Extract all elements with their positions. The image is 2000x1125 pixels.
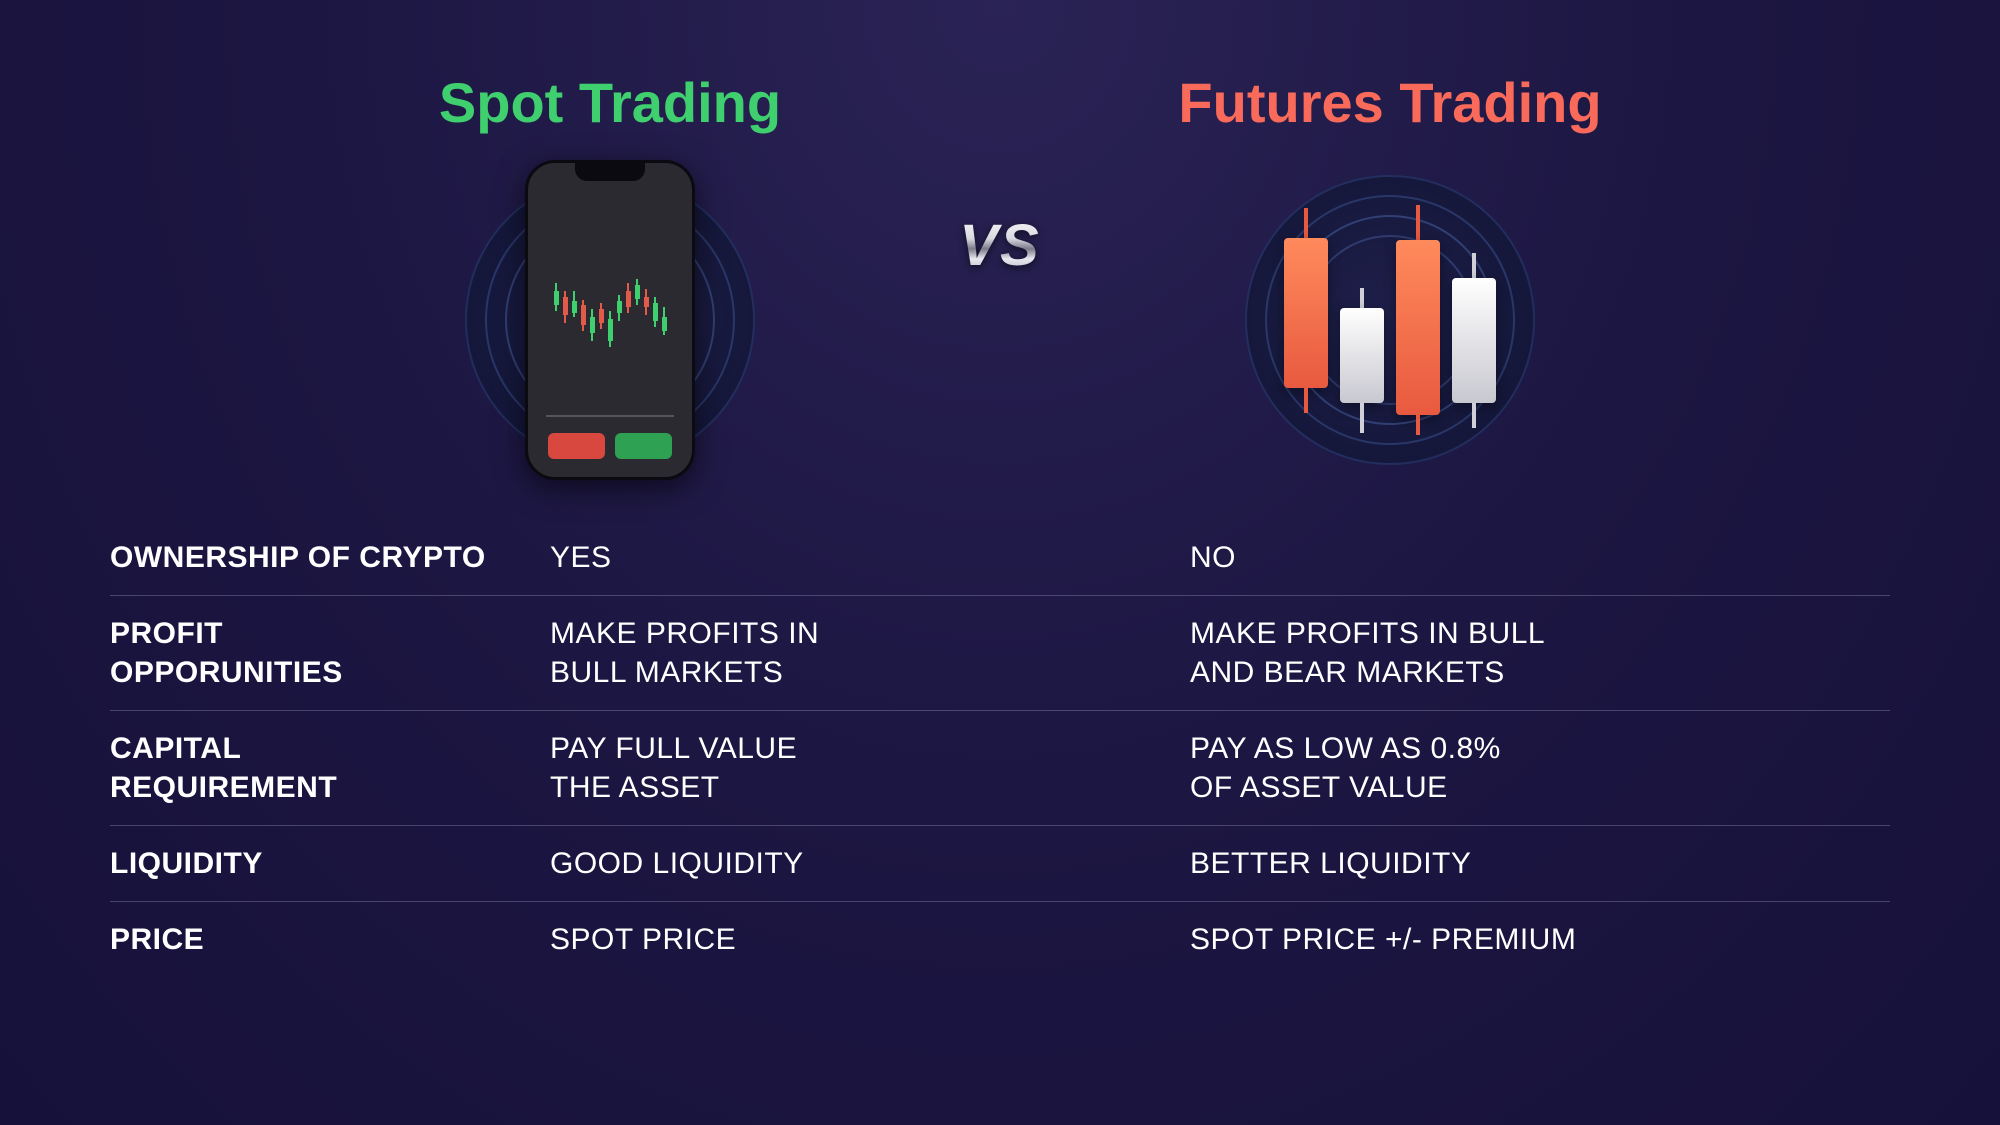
table-row: LIQUIDITYGOOD LIQUIDITYBETTER LIQUIDITY [110,826,1890,902]
futures-title: Futures Trading [1140,70,1640,135]
vs-label: VS [959,212,1040,279]
row-label: CAPITALREQUIREMENT [110,729,550,807]
candlestick-icon [1260,180,1520,460]
buy-button-icon [615,433,672,459]
comparison-table: OWNERSHIP OF CRYPTOYESNOPROFITOPPORUNITI… [110,520,1890,977]
futures-value: SPOT PRICE +/- PREMIUM [1190,920,1830,959]
left-column-header: Spot Trading [360,70,860,470]
sell-button-icon [548,433,605,459]
spot-value: GOOD LIQUIDITY [550,844,1190,883]
header-row: Spot Trading [110,70,1890,470]
futures-value: BETTER LIQUIDITY [1190,844,1830,883]
table-row: PRICESPOT PRICESPOT PRICE +/- PREMIUM [110,902,1890,977]
table-row: PROFITOPPORUNITIESMAKE PROFITS INBULL MA… [110,596,1890,711]
ring-backdrop-left [465,175,755,465]
futures-value: MAKE PROFITS IN BULLAND BEAR MARKETS [1190,614,1830,692]
spot-value: YES [550,538,1190,577]
row-label: OWNERSHIP OF CRYPTO [110,538,550,577]
infographic-container: Spot Trading [0,0,2000,1125]
row-label: PRICE [110,920,550,959]
phone-buttons [540,427,680,463]
table-row: OWNERSHIP OF CRYPTOYESNO [110,520,1890,596]
right-column-header: Futures Trading [1140,70,1640,470]
phone-notch [575,163,645,181]
spot-value: MAKE PROFITS INBULL MARKETS [550,614,1190,692]
phone-chart [540,177,680,405]
vs-separator: VS [920,70,1080,420]
spot-value: PAY FULL VALUETHE ASSET [550,729,1190,807]
futures-illustration [1140,170,1640,470]
table-row: CAPITALREQUIREMENTPAY FULL VALUETHE ASSE… [110,711,1890,826]
spot-value: SPOT PRICE [550,920,1190,959]
futures-value: NO [1190,538,1830,577]
spot-illustration [360,170,860,470]
row-label: LIQUIDITY [110,844,550,883]
phone-icon [525,160,695,480]
spot-title: Spot Trading [360,70,860,135]
row-label: PROFITOPPORUNITIES [110,614,550,692]
futures-value: PAY AS LOW AS 0.8%OF ASSET VALUE [1190,729,1830,807]
ring-backdrop-right [1245,175,1535,465]
